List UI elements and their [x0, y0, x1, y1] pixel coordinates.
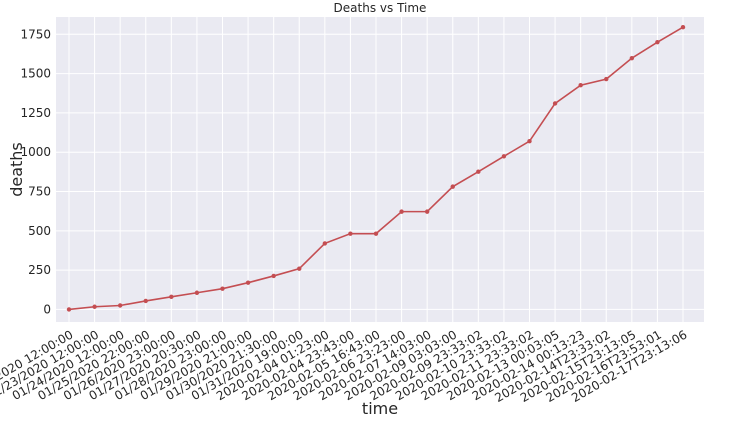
grid-lines — [56, 17, 704, 322]
data-point — [424, 209, 430, 214]
data-point — [297, 266, 302, 271]
data-point — [117, 303, 123, 308]
data-point — [604, 76, 609, 82]
y-tick-label: 1250 — [20, 106, 51, 120]
data-points — [66, 25, 686, 312]
y-axis-ticks: 0 250 500 750 1000 1250 1500 1750 — [20, 27, 51, 316]
data-point — [399, 209, 404, 214]
y-axis-label: deaths — [7, 142, 26, 197]
data-point — [92, 304, 97, 309]
data-point — [501, 154, 507, 159]
data-point — [450, 184, 455, 189]
data-point — [629, 55, 635, 61]
data-point — [527, 139, 532, 144]
data-point — [348, 231, 353, 236]
y-tick-label: 0 — [43, 302, 51, 316]
data-point — [194, 290, 200, 295]
data-point — [552, 101, 558, 106]
plot-area — [56, 17, 704, 322]
data-point — [143, 298, 148, 304]
y-tick-label: 500 — [28, 224, 51, 238]
data-point — [655, 39, 660, 45]
data-point — [245, 280, 251, 285]
data-point — [220, 286, 225, 291]
chart-title: Deaths vs Time — [334, 1, 427, 15]
data-point — [476, 169, 481, 174]
data-point — [169, 294, 174, 300]
y-tick-label: 1750 — [20, 27, 51, 41]
y-tick-label: 250 — [28, 263, 51, 277]
data-point — [680, 25, 686, 30]
y-tick-label: 750 — [28, 185, 51, 199]
data-point — [578, 83, 583, 88]
y-tick-label: 1500 — [20, 67, 51, 81]
data-point — [271, 273, 276, 279]
data-point — [66, 307, 72, 312]
data-point — [322, 241, 328, 246]
x-axis-label: time — [362, 399, 398, 418]
data-point — [373, 231, 379, 236]
y-tick-label: 1000 — [20, 145, 51, 159]
